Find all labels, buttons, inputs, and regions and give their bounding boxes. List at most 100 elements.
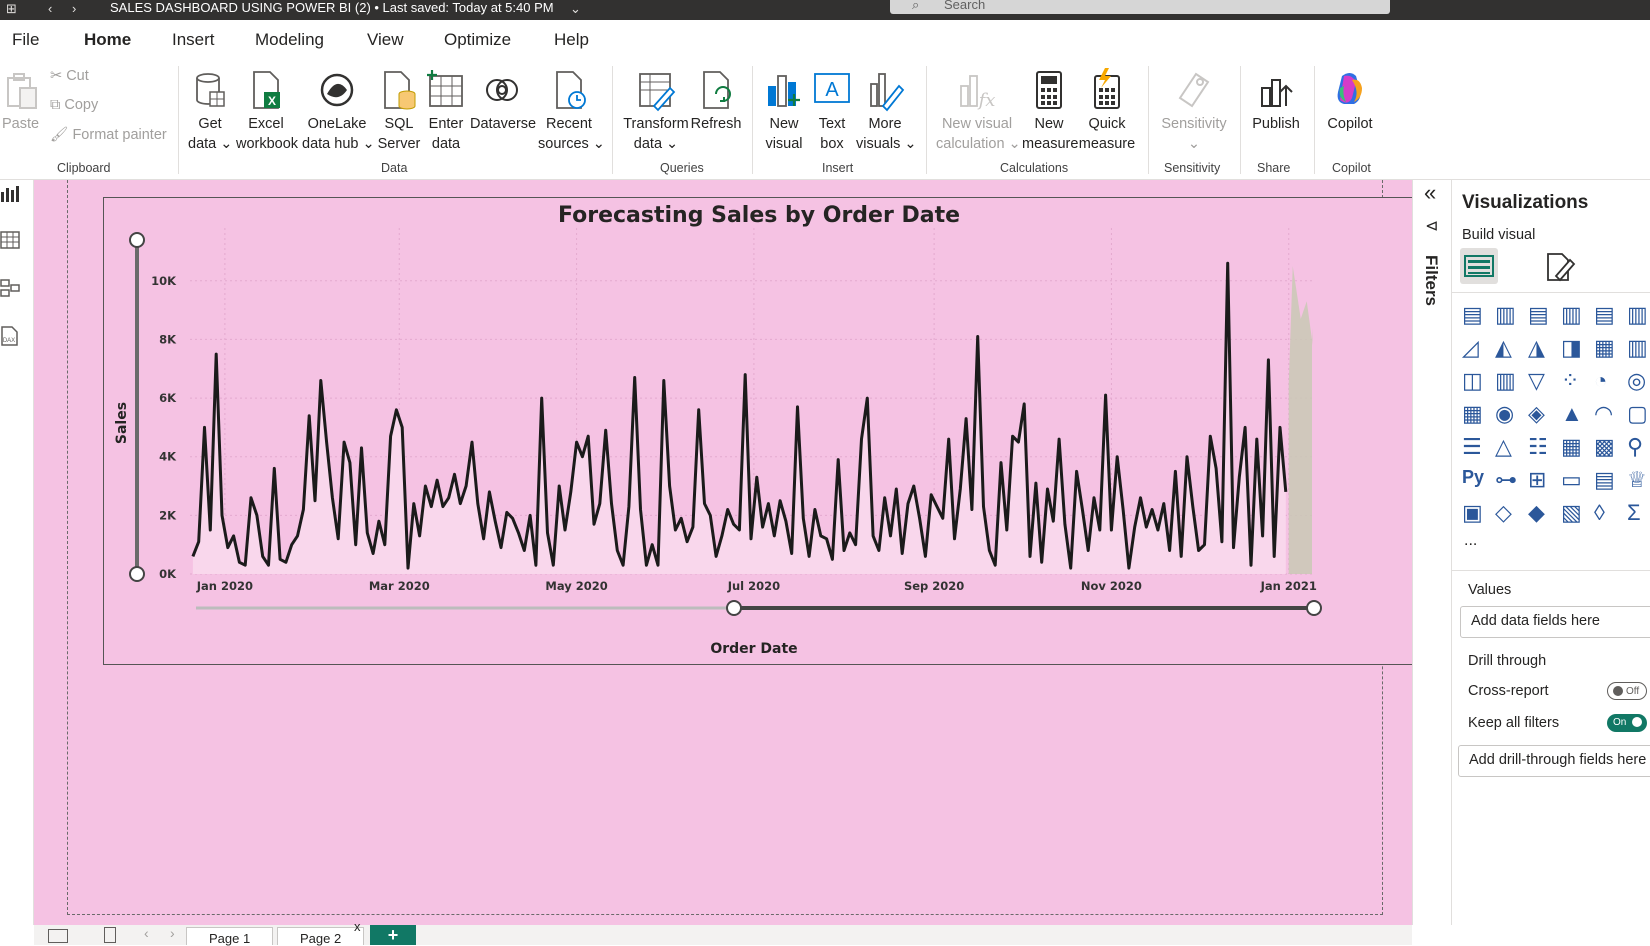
power-apps-icon[interactable]: ◇ xyxy=(1495,500,1512,525)
fit-page-icon[interactable] xyxy=(48,929,68,943)
keep-all-filters-toggle[interactable]: On xyxy=(1607,714,1647,732)
clustered-column-icon[interactable]: ▥ xyxy=(1561,302,1582,327)
kpi-icon[interactable]: △ xyxy=(1495,434,1512,459)
filled-map-icon[interactable]: ◈ xyxy=(1528,401,1545,426)
format-visual-icon[interactable] xyxy=(1542,250,1576,284)
paginated-report-icon[interactable]: ▤ xyxy=(1594,467,1615,492)
x-zoom-slider-handle-right[interactable] xyxy=(1306,600,1322,616)
table-view-icon[interactable] xyxy=(0,230,22,250)
report-view-icon[interactable] xyxy=(0,184,22,204)
python-visual-icon[interactable]: Py xyxy=(1462,467,1485,487)
page-tab-2[interactable]: Page 2 xyxy=(277,927,365,946)
tab-file[interactable]: File xyxy=(12,30,40,49)
sigma-icon[interactable]: Σ xyxy=(1627,500,1641,525)
tab-help[interactable]: Help xyxy=(554,30,589,49)
new-visual-button[interactable]: New visual xyxy=(764,68,804,154)
model-view-icon[interactable] xyxy=(0,278,22,298)
dataverse-button[interactable]: Dataverse xyxy=(470,68,536,134)
table-icon[interactable]: ▦ xyxy=(1561,434,1582,459)
forecast-line-chart-visual[interactable]: Forecasting Sales by Order Date Sales Or… xyxy=(103,197,1413,665)
excel-workbook-button[interactable]: X Excel workbook xyxy=(236,68,298,154)
pie-chart-icon[interactable]: ◔ xyxy=(1594,368,1608,393)
matrix-icon[interactable]: ▩ xyxy=(1594,434,1615,459)
publish-button[interactable]: Publish xyxy=(1246,68,1306,134)
bar-chart-icon[interactable]: ▤ xyxy=(1462,302,1483,327)
series-line[interactable] xyxy=(191,261,1288,570)
area-chart-icon[interactable]: ◭ xyxy=(1495,335,1512,360)
line-chart-icon[interactable]: ◿ xyxy=(1462,335,1479,360)
onelake-data-hub-button[interactable]: OneLake data hub ⌄ xyxy=(302,68,375,154)
back-icon[interactable]: ‹ xyxy=(48,1,53,16)
scroll-right-icon[interactable]: › xyxy=(170,925,175,941)
treemap-icon[interactable]: ▦ xyxy=(1462,401,1483,426)
quick-measure-button[interactable]: Quick measure xyxy=(1078,68,1136,154)
tab-optimize[interactable]: Optimize xyxy=(444,30,512,49)
search-box[interactable]: ⌕ Search xyxy=(890,0,1390,14)
copy-button[interactable]: ⧉ Copy xyxy=(50,97,99,113)
scatter-chart-icon[interactable]: ⁘ xyxy=(1561,368,1580,393)
metrics-icon[interactable]: ▣ xyxy=(1462,500,1483,525)
new-visual-calculation-button[interactable]: fx New visual calculation ⌄ xyxy=(936,68,1021,154)
gauge-icon[interactable]: ◠ xyxy=(1594,401,1614,426)
y-zoom-slider-handle-bottom[interactable] xyxy=(129,566,145,582)
line-column-icon[interactable]: ▥ xyxy=(1627,335,1648,360)
power-automate-icon[interactable]: ◆ xyxy=(1528,500,1545,525)
paste-button[interactable]: Paste xyxy=(2,68,39,134)
trophy-icon[interactable]: ♕ xyxy=(1627,467,1647,492)
100-bar-icon[interactable]: ▤ xyxy=(1594,302,1615,327)
sql-server-button[interactable]: SQL Server xyxy=(376,68,422,154)
values-well[interactable]: Add data fields here xyxy=(1460,606,1650,638)
key-influencers-icon[interactable]: ⚲ xyxy=(1627,434,1644,459)
sensitivity-button[interactable]: Sensitivity ⌄ xyxy=(1156,68,1232,154)
ribbon-chart-icon[interactable]: ◨ xyxy=(1561,335,1582,360)
scroll-left-icon[interactable]: ‹ xyxy=(144,925,149,941)
build-visual-tab[interactable]: Build visual xyxy=(1462,227,1536,243)
card-icon[interactable]: ▢ xyxy=(1627,401,1648,426)
stacked-bar-icon[interactable]: ▤ xyxy=(1528,302,1549,327)
add-page-button[interactable]: + xyxy=(370,925,416,945)
azure-map-icon[interactable]: ▲ xyxy=(1561,401,1583,426)
drill-through-well[interactable]: Add drill-through fields here xyxy=(1458,745,1650,777)
close-page-icon[interactable]: x xyxy=(354,919,361,934)
donut-chart-icon[interactable]: ◎ xyxy=(1627,368,1647,393)
chevron-down-icon[interactable]: ⌄ xyxy=(570,1,581,16)
q-and-a-icon[interactable]: ⊞ xyxy=(1528,467,1547,492)
more-visuals-ellipsis[interactable]: ... xyxy=(1464,532,1478,549)
transform-data-button[interactable]: Transform data ⌄ xyxy=(622,68,690,154)
copilot-button[interactable]: Copilot xyxy=(1320,68,1380,134)
get-data-button[interactable]: Get data ⌄ xyxy=(188,68,232,154)
dax-query-view-icon[interactable]: DAX xyxy=(0,326,22,346)
format-painter-button[interactable]: 🖌 Format painter xyxy=(50,127,167,143)
line-chart[interactable]: Forecasting Sales by Order Date Sales Or… xyxy=(104,198,1414,666)
decomposition-tree-icon[interactable]: ⊶ xyxy=(1495,467,1517,492)
cross-report-toggle[interactable]: Off xyxy=(1607,682,1647,700)
100-column-icon[interactable]: ▥ xyxy=(1627,302,1648,327)
multi-row-card-icon[interactable]: ☰ xyxy=(1462,434,1482,459)
enter-data-button[interactable]: Enter data xyxy=(424,68,468,154)
arcgis-icon[interactable]: ▧ xyxy=(1561,500,1582,525)
stacked-area-icon[interactable]: ◮ xyxy=(1528,335,1545,360)
slicer-icon[interactable]: ☷ xyxy=(1528,434,1548,459)
refresh-button[interactable]: Refresh xyxy=(690,68,742,134)
report-page[interactable]: Forecasting Sales by Order Date Sales Or… xyxy=(67,180,1413,915)
forward-icon[interactable]: › xyxy=(72,1,77,16)
expand-pane-icon[interactable]: « xyxy=(1424,180,1437,205)
tab-modeling[interactable]: Modeling xyxy=(255,30,324,49)
tab-home[interactable]: Home xyxy=(81,30,134,61)
map-icon[interactable]: ◉ xyxy=(1495,401,1515,426)
report-canvas[interactable]: Forecasting Sales by Order Date Sales Or… xyxy=(34,180,1413,925)
filters-pane-collapsed[interactable]: « ⊲ Filters xyxy=(1412,180,1452,925)
app-grid-icon[interactable]: ⊞ xyxy=(6,1,17,16)
smart-narrative-icon[interactable]: ▭ xyxy=(1561,467,1582,492)
mobile-layout-icon[interactable] xyxy=(104,927,116,943)
page-tab-1[interactable]: Page 1 xyxy=(186,927,274,946)
recent-sources-button[interactable]: Recent sources ⌄ xyxy=(538,68,605,154)
line-clustered-icon[interactable]: ◫ xyxy=(1462,368,1483,393)
tab-insert[interactable]: Insert xyxy=(172,30,215,49)
more-visuals-button[interactable]: More visuals ⌄ xyxy=(856,68,917,154)
text-box-button[interactable]: A Text box xyxy=(812,68,852,154)
combo-chart-icon[interactable]: ▥ xyxy=(1495,368,1516,393)
new-measure-button[interactable]: New measure xyxy=(1022,68,1078,154)
funnel-icon[interactable]: ▽ xyxy=(1528,368,1545,393)
build-visual-selected[interactable] xyxy=(1460,248,1498,284)
